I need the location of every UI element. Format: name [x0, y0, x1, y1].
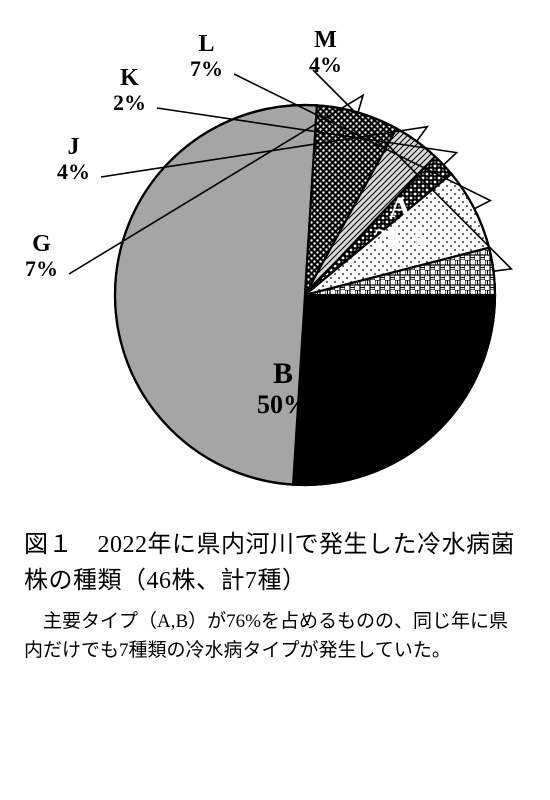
svg-text:26%: 26% — [374, 224, 426, 253]
figure-body-text: 主要タイプ（A,B）が76%を占めるものの、同じ年に県内だけでも7種類の冷水病タ… — [24, 607, 526, 666]
figure-caption: 図１ 2022年に県内河川で発生した冷水病菌株の種類（46株、計7種） — [24, 528, 526, 599]
pie-slice-A — [293, 295, 495, 485]
page-root: A26%B50% G7%J4%K2%L7%M4% 図１ 2022年に県内河川で発… — [0, 0, 550, 800]
pie-slice-B — [115, 105, 317, 485]
svg-text:A: A — [389, 191, 411, 224]
svg-text:50%: 50% — [257, 390, 309, 419]
svg-text:B: B — [273, 357, 293, 390]
pie-chart-container: A26%B50% G7%J4%K2%L7%M4% — [25, 20, 525, 520]
pie-chart: A26% B50% — [25, 20, 525, 520]
